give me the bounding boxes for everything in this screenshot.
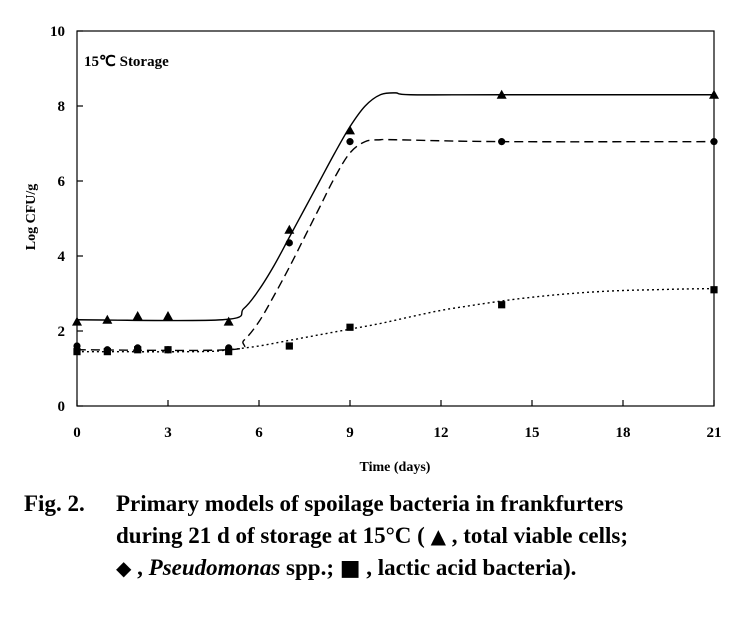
series-line-triangle — [76, 92, 714, 322]
series-line-square — [76, 287, 715, 353]
caption-text-3b: spp.; — [280, 555, 340, 580]
caption-text-1: Primary models of spoilage bacteria in f… — [116, 491, 624, 516]
point-square — [285, 342, 293, 350]
x-tick-label: 21 — [707, 425, 722, 441]
x-tick-label: 12 — [434, 425, 449, 441]
point-square — [73, 348, 81, 356]
x-tick-label: 18 — [616, 425, 631, 441]
x-tick-label: 3 — [164, 425, 172, 441]
point-triangle — [284, 224, 295, 234]
square-symbol-icon: ■ — [339, 556, 361, 581]
point-square — [103, 348, 111, 356]
figure-caption: Fig. 2. Primary models of spoilage bacter… — [24, 488, 740, 585]
x-axis-title: Time (days) — [360, 460, 431, 475]
y-axis-title: Log CFU/g — [24, 184, 39, 251]
point-diamond — [346, 138, 354, 146]
caption-italic-genus: Pseudomonas — [148, 555, 281, 580]
caption-text-2a: during 21 d of storage at 15°C ( — [116, 523, 431, 548]
y-tick-label: 10 — [50, 24, 65, 40]
x-tick-label: 6 — [255, 425, 263, 441]
point-square — [346, 323, 354, 331]
y-tick-label: 6 — [58, 174, 66, 190]
point-triangle — [72, 316, 82, 326]
chart-svg: 0 2 4 6 8 10 0 3 6 9 12 15 18 21 15℃ Storage Time (da… — [24, 24, 722, 475]
point-diamond — [710, 138, 718, 146]
x-tick-label: 0 — [73, 425, 81, 441]
caption-line-2: during 21 d of storage at 15°C ( ▲ , tot… — [24, 520, 740, 552]
point-square — [710, 286, 718, 294]
y-tick-label: 2 — [58, 324, 66, 340]
y-tick-label: 0 — [58, 399, 66, 415]
point-triangle — [163, 311, 173, 320]
chart-area: 0 2 4 6 8 10 0 3 6 9 12 15 18 21 15℃ Storage Time (da… — [24, 24, 722, 475]
axes — [76, 30, 715, 407]
data-points — [72, 89, 719, 356]
plot-frame — [76, 30, 715, 407]
caption-text-2b: , total viable cells; — [445, 523, 629, 548]
point-triangle — [709, 89, 719, 99]
point-triangle — [345, 125, 355, 135]
caption-text-3c: , lactic acid bacteria). — [360, 555, 577, 580]
fit-lines — [76, 92, 715, 353]
tick-labels: 0 2 4 6 8 10 0 3 6 9 12 15 18 21 — [50, 24, 722, 441]
x-tick-label: 15 — [525, 425, 540, 441]
triangle-symbol-icon: ▲ — [430, 524, 446, 548]
x-tick-label: 9 — [346, 425, 354, 441]
point-triangle — [496, 89, 507, 99]
point-diamond — [498, 138, 506, 146]
inset-label: 15℃ Storage — [84, 54, 169, 70]
diamond-symbol-icon: ◆ — [116, 556, 132, 580]
y-tick-label: 8 — [58, 99, 66, 115]
point-triangle — [223, 316, 234, 326]
caption-line-3: ◆ , Pseudomonas spp.; ■ , lactic acid ba… — [24, 552, 740, 585]
y-tick-label: 4 — [58, 249, 66, 265]
point-square — [225, 348, 233, 356]
caption-line-1: Fig. 2. Primary models of spoilage bacter… — [24, 488, 740, 520]
point-square — [134, 346, 142, 354]
series-line-diamond — [76, 138, 715, 352]
point-diamond — [285, 239, 293, 247]
figure-number: Fig. 2. — [24, 491, 85, 516]
point-triangle — [102, 314, 113, 324]
point-square — [164, 346, 172, 354]
caption-text-3a: , — [131, 555, 149, 580]
point-triangle — [132, 311, 143, 320]
point-diamond — [73, 342, 81, 350]
point-square — [498, 301, 506, 309]
